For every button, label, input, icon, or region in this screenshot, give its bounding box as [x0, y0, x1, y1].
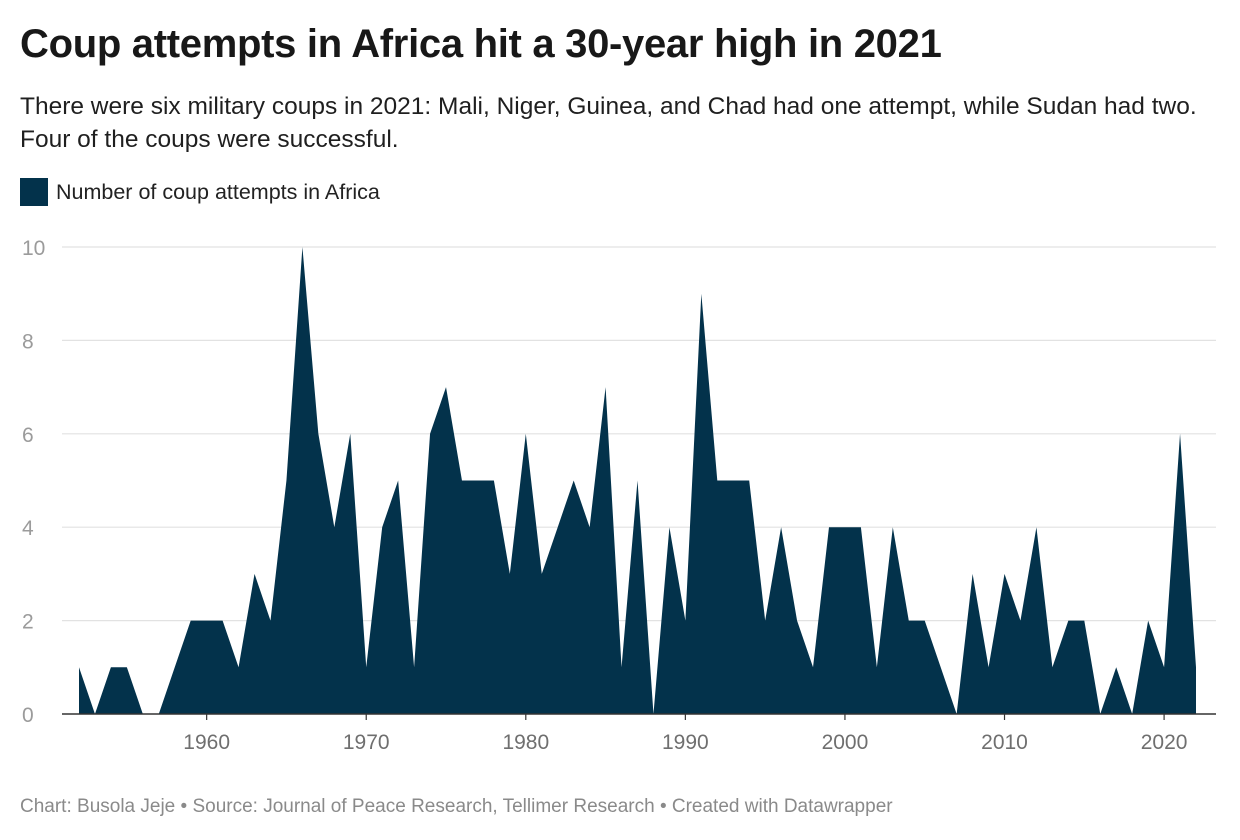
y-tick-label: 10: [22, 237, 45, 260]
y-tick-label: 0: [22, 704, 34, 727]
area-fill: [79, 247, 1196, 714]
legend: Number of coup attempts in Africa: [20, 178, 380, 206]
y-tick-label: 4: [22, 517, 34, 540]
axes: 0 2 4 6 8 10 1960 1970 1980 1990 2000 2010 2020: [22, 237, 1216, 754]
area-chart: 0 2 4 6 8 10 1960 1970 1980 1990 2000 2010 2020: [22, 237, 1216, 754]
chart-title: Coup attempts in Africa hit a 30-year hi…: [20, 22, 942, 66]
x-tick-label: 2000: [822, 731, 869, 754]
y-tick-label: 2: [22, 611, 34, 634]
area-series: [79, 247, 1196, 714]
chart-footer: Chart: Busola Jeje • Source: Journal of …: [20, 796, 893, 817]
x-tick-label: 2010: [981, 731, 1028, 754]
legend-swatch: [20, 178, 48, 206]
y-tick-label: 6: [22, 424, 34, 447]
x-tick-label: 2020: [1141, 731, 1188, 754]
y-tick-label: 8: [22, 330, 34, 353]
x-tick-label: 1990: [662, 731, 709, 754]
legend-label: Number of coup attempts in Africa: [56, 179, 380, 204]
x-tick-label: 1970: [343, 731, 390, 754]
x-tick-label: 1960: [183, 731, 230, 754]
chart-subtitle: There were six military coups in 2021: M…: [20, 93, 1197, 153]
x-tick-label: 1980: [502, 731, 549, 754]
